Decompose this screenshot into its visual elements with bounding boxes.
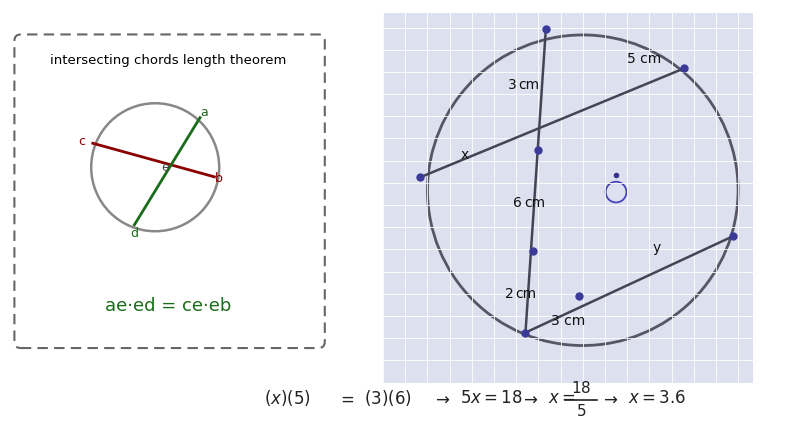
Text: $5x{=}18$: $5x{=}18$ xyxy=(460,389,522,408)
Text: 3 cm: 3 cm xyxy=(551,314,586,329)
Text: 6: 6 xyxy=(513,196,522,210)
Text: x: x xyxy=(460,148,469,162)
Text: $18$: $18$ xyxy=(570,380,591,396)
FancyBboxPatch shape xyxy=(14,34,325,348)
Text: $x{=}3.6$: $x{=}3.6$ xyxy=(628,389,686,408)
Text: $\rightarrow$: $\rightarrow$ xyxy=(521,389,538,408)
Text: 3: 3 xyxy=(507,78,516,92)
Text: $(x)(5)$: $(x)(5)$ xyxy=(264,388,311,408)
Text: $=$: $=$ xyxy=(337,389,354,408)
Text: 5 cm: 5 cm xyxy=(627,52,662,66)
Text: cm: cm xyxy=(524,196,546,210)
Text: $\rightarrow$: $\rightarrow$ xyxy=(601,389,618,408)
Text: cm: cm xyxy=(518,78,539,92)
Text: b: b xyxy=(215,172,223,185)
Text: $(3)(6)$: $(3)(6)$ xyxy=(364,388,412,408)
Text: d: d xyxy=(130,227,138,240)
FancyBboxPatch shape xyxy=(383,13,753,382)
Text: y: y xyxy=(653,241,661,255)
Text: c: c xyxy=(78,135,85,148)
Text: a: a xyxy=(200,106,208,119)
Text: $x{=}$: $x{=}$ xyxy=(548,389,576,408)
Text: intersecting chords length theorem: intersecting chords length theorem xyxy=(50,54,286,67)
Text: $5$: $5$ xyxy=(576,403,586,419)
Text: ae·ed = ce·eb: ae·ed = ce·eb xyxy=(105,298,231,315)
Text: $\rightarrow$: $\rightarrow$ xyxy=(433,389,450,408)
Text: cm: cm xyxy=(515,287,537,301)
Text: 2: 2 xyxy=(505,287,514,301)
Text: e: e xyxy=(161,161,169,174)
